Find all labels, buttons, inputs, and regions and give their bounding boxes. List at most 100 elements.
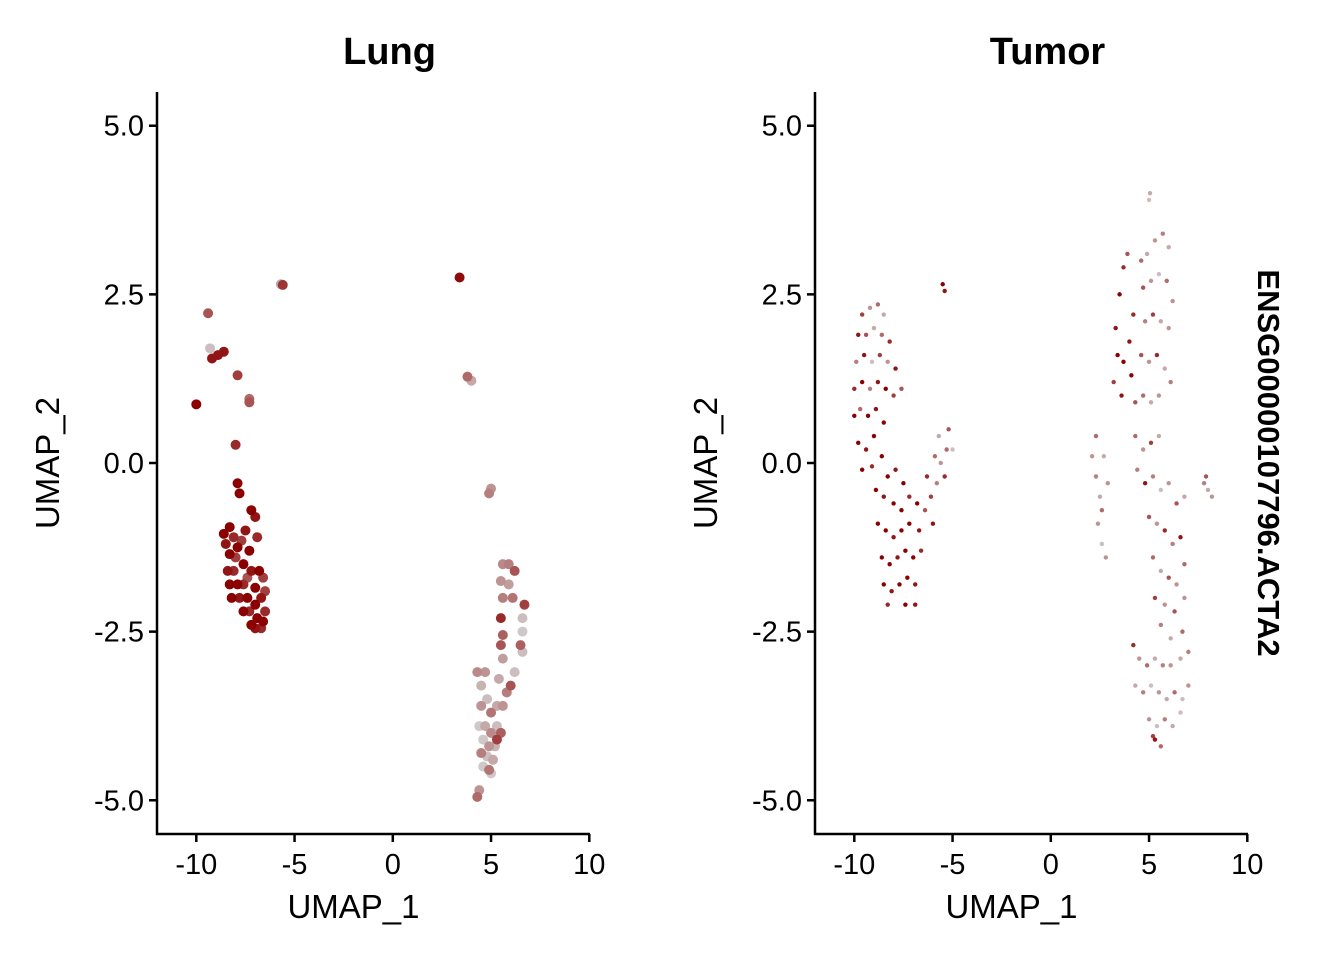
y-tick-label: 2.5 <box>762 279 802 311</box>
data-point <box>238 606 249 617</box>
data-point <box>895 555 900 560</box>
data-point <box>854 359 859 365</box>
x-tick-label: 10 <box>573 849 605 881</box>
x-axis-label: UMAP_1 <box>287 888 419 925</box>
data-point <box>497 630 508 641</box>
data-point <box>938 460 943 466</box>
data-point <box>856 332 861 338</box>
data-point <box>1162 366 1167 371</box>
data-point <box>509 667 520 678</box>
data-point <box>1178 710 1183 715</box>
data-point <box>885 359 890 365</box>
data-point <box>1154 352 1160 358</box>
data-point <box>486 727 497 738</box>
data-point <box>242 592 253 603</box>
data-point <box>883 528 888 533</box>
data-point <box>252 532 263 543</box>
data-point <box>881 494 886 499</box>
data-point <box>246 565 257 576</box>
data-point <box>1186 683 1191 688</box>
data-point <box>1186 649 1191 655</box>
data-point <box>1089 454 1095 459</box>
data-point <box>486 707 497 718</box>
data-point <box>232 579 243 590</box>
data-point <box>462 371 473 382</box>
panel-title: Tumor <box>990 31 1106 73</box>
data-point <box>1105 481 1110 486</box>
data-point <box>220 538 231 549</box>
data-point <box>1158 487 1164 493</box>
data-point <box>515 640 526 651</box>
data-point <box>517 613 528 624</box>
data-point <box>897 582 902 587</box>
data-point <box>942 474 947 479</box>
data-point <box>478 734 489 745</box>
data-point <box>244 545 255 556</box>
data-point <box>495 640 506 651</box>
data-point <box>1146 717 1152 722</box>
y-tick-label: 5.0 <box>762 111 802 143</box>
data-point <box>476 700 487 711</box>
data-point <box>252 613 263 624</box>
data-point <box>867 386 873 391</box>
data-point <box>1156 690 1162 695</box>
data-point <box>899 508 904 513</box>
x-tick-label: -10 <box>833 849 875 881</box>
data-point <box>224 579 235 590</box>
data-point <box>1209 494 1215 499</box>
data-point <box>869 464 875 469</box>
data-point <box>857 406 863 412</box>
data-point <box>899 528 904 533</box>
data-point <box>1158 744 1164 749</box>
data-point <box>1166 481 1171 486</box>
data-point <box>1140 285 1146 290</box>
data-point <box>916 528 922 533</box>
data-point <box>1152 238 1158 243</box>
data-point <box>891 393 896 398</box>
data-point <box>1182 595 1187 601</box>
y-tick-label: 0.0 <box>762 448 802 480</box>
data-point <box>472 791 483 802</box>
data-point <box>1162 717 1167 722</box>
data-point <box>1111 379 1116 385</box>
x-tick-label: 0 <box>385 849 401 881</box>
data-point <box>1146 514 1152 520</box>
data-point <box>1158 568 1164 574</box>
data-point <box>232 542 243 553</box>
data-point <box>497 653 508 664</box>
y-tick-label: -2.5 <box>94 617 144 649</box>
data-point <box>913 602 918 607</box>
data-point <box>1137 656 1142 661</box>
data-point <box>1148 400 1154 405</box>
data-point <box>1168 379 1173 385</box>
data-point <box>1115 352 1120 358</box>
data-point <box>488 754 499 765</box>
panel-tumor: Tumor -10 -5 0 5 10 5.0 2.5 0.0 -2.5 -5.0 UMAP_1 UMA… <box>687 31 1263 925</box>
data-point <box>234 488 245 499</box>
data-point <box>865 413 871 418</box>
data-point <box>1093 433 1099 439</box>
data-point <box>885 602 890 607</box>
data-point <box>930 521 936 526</box>
data-point <box>1131 312 1136 317</box>
data-point <box>881 312 886 317</box>
x-tick-label: -5 <box>940 849 966 881</box>
data-point <box>232 370 243 381</box>
data-point <box>1152 595 1158 601</box>
data-point <box>889 588 894 594</box>
panel-title: Lung <box>343 31 436 73</box>
data-point <box>480 667 491 678</box>
data-point <box>863 332 869 338</box>
data-point <box>1099 508 1105 513</box>
data-point <box>877 352 883 358</box>
x-tick-label: 5 <box>1141 849 1157 881</box>
data-point <box>924 474 930 479</box>
data-point <box>222 565 233 576</box>
data-point <box>191 399 202 410</box>
x-tick-label: -5 <box>282 849 308 881</box>
data-point <box>1170 298 1175 304</box>
data-point <box>1144 663 1150 668</box>
data-point <box>1152 656 1158 661</box>
data-point <box>1178 535 1183 540</box>
data-point <box>879 332 885 338</box>
